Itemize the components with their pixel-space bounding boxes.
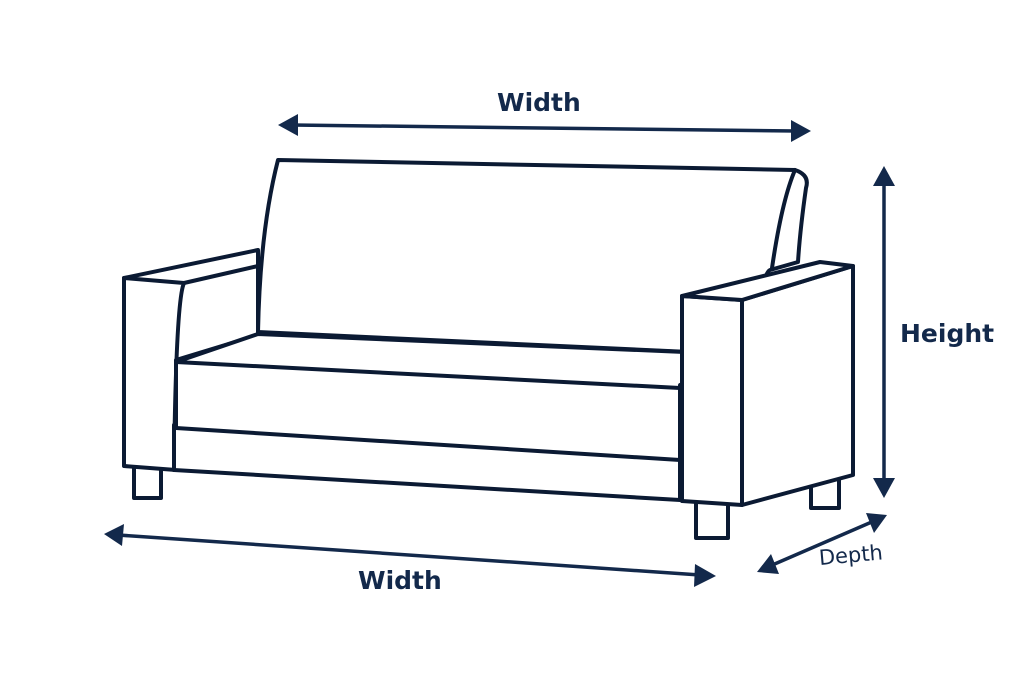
- arrowhead-up: [873, 166, 895, 186]
- arrowhead-down: [873, 478, 895, 498]
- right-armrest-top: [680, 260, 855, 302]
- sofa: [122, 158, 855, 540]
- arrowhead-right: [694, 564, 716, 587]
- backrest-side: [770, 168, 797, 270]
- height-label: Height: [900, 319, 995, 348]
- width-top-arrow: [278, 114, 811, 142]
- depth-arrow: [757, 513, 887, 574]
- height-arrow: [873, 166, 895, 498]
- seat-cushion-edge: [174, 360, 682, 390]
- arrowhead-left: [278, 114, 298, 136]
- width-label-top: Width: [497, 88, 581, 117]
- width-label-bottom: Width: [358, 566, 442, 595]
- arrowhead-right: [866, 513, 887, 533]
- depth-label: Depth: [817, 540, 884, 570]
- right-armrest-side: [740, 264, 855, 507]
- arrowhead-left: [757, 554, 779, 574]
- left-armrest-top: [182, 264, 260, 285]
- right-armrest-front: [680, 294, 744, 507]
- width-bottom-arrow: [104, 524, 716, 587]
- arrowhead-right: [791, 120, 811, 142]
- arrowhead-left: [104, 524, 124, 546]
